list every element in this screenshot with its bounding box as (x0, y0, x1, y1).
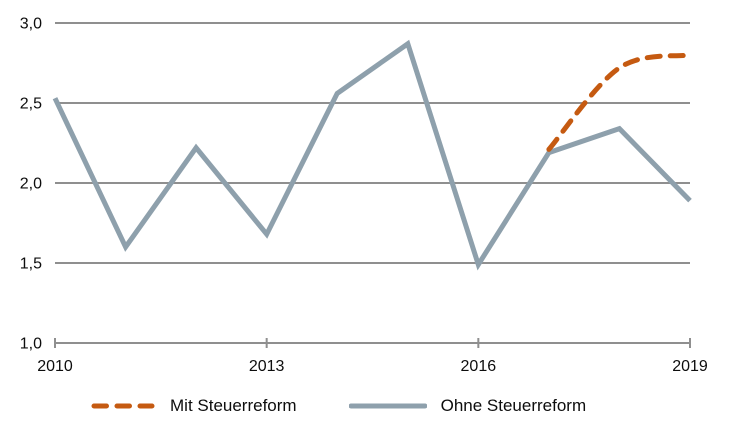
legend-label-ohne-steuerreform: Ohne Steuerreform (440, 396, 587, 415)
y-tick-label: 1,0 (20, 336, 42, 353)
y-tick-label: 2,5 (20, 96, 42, 113)
line-chart-plot: 3,0 2,5 2,0 1,5 1,0 2010 2013 2016 2019 (20, 16, 708, 376)
legend-swatch-dashed-icon (91, 403, 155, 409)
chart-legend: Mit Steuerreform Ohne Steuerreform (0, 391, 730, 421)
x-tick-label: 2016 (461, 358, 497, 375)
legend-item-mit-steuerreform: Mit Steuerreform (90, 396, 297, 416)
y-tick-label: 1,5 (20, 256, 42, 273)
legend-item-ohne-steuerreform: Ohne Steuerreform (348, 396, 587, 416)
y-tick-label: 2,0 (20, 176, 42, 193)
x-tick-label: 2019 (672, 358, 708, 375)
x-tick-label: 2013 (249, 358, 285, 375)
series-line-ohne-steuerreform (52, 39, 692, 271)
series-line-mit-steuerreform (546, 52, 693, 152)
y-tick-label: 3,0 (20, 16, 42, 33)
x-tick-label: 2010 (37, 358, 73, 375)
legend-swatch-solid-icon (348, 403, 427, 409)
legend-label-mit-steuerreform: Mit Steuerreform (170, 396, 297, 415)
